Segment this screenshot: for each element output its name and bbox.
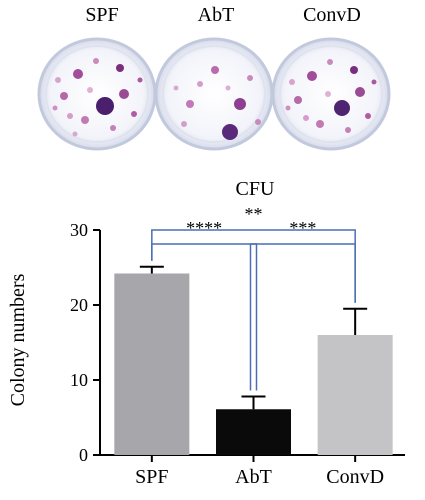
y-tick-label: 30 [70, 220, 88, 240]
petri-dish-spf [37, 37, 157, 151]
significance-label: **** [186, 218, 222, 238]
chart-tick-labels: 0 10 20 30 SPF AbT ConvD [70, 220, 384, 488]
petri-dish-images [37, 37, 391, 151]
y-tick-label: 20 [70, 295, 88, 315]
significance-bracket-spf-convd: ** [151, 204, 356, 303]
x-tick-label-abt: AbT [235, 466, 272, 488]
bar-spf [114, 273, 190, 455]
y-axis-label: Colony numbers [7, 273, 29, 406]
plate-label-convd: ConvD [303, 4, 361, 26]
plate-label-abt: AbT [197, 4, 235, 26]
significance-label: ** [245, 204, 263, 224]
chart-title: CFU [236, 178, 275, 200]
y-tick-label: 10 [70, 370, 88, 390]
significance-label: *** [289, 218, 316, 238]
bar-abt [216, 409, 291, 455]
chart-bars [114, 273, 393, 455]
bar-convd [317, 335, 393, 455]
y-tick-label: 0 [79, 445, 88, 465]
significance-brackets: **** ***** [151, 204, 356, 391]
x-tick-label-convd: ConvD [326, 466, 384, 488]
plate-label-spf: SPF [85, 4, 119, 26]
chart-error-bars [139, 265, 368, 410]
petri-dish-convd [271, 37, 391, 151]
x-tick-label-spf: SPF [135, 466, 168, 488]
